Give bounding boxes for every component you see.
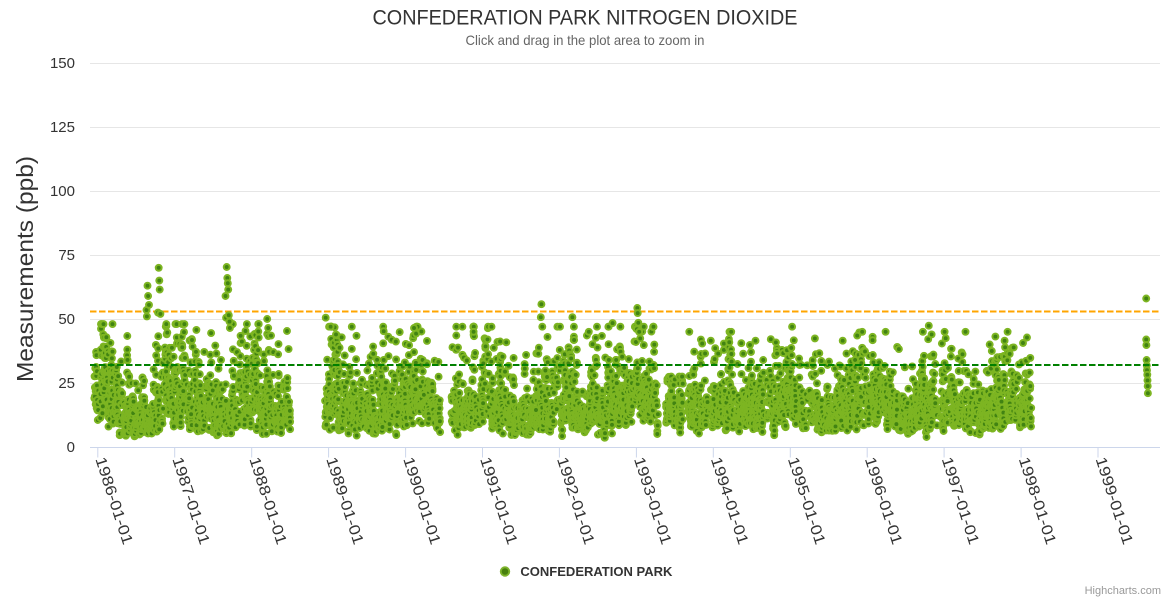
svg-text:CONFEDERATION PARK: CONFEDERATION PARK	[520, 564, 672, 579]
svg-text:50: 50	[58, 311, 75, 328]
svg-text:Click and drag in the plot are: Click and drag in the plot area to zoom …	[466, 32, 705, 48]
svg-text:75: 75	[58, 247, 75, 264]
svg-text:Highcharts.com: Highcharts.com	[1085, 585, 1161, 597]
svg-text:0: 0	[67, 439, 75, 456]
svg-text:100: 100	[50, 183, 75, 200]
svg-text:25: 25	[58, 375, 75, 392]
svg-text:125: 125	[50, 119, 75, 136]
svg-text:150: 150	[50, 55, 75, 72]
svg-text:Measurements (ppb): Measurements (ppb)	[12, 156, 38, 382]
svg-text:CONFEDERATION PARK NITROGEN DI: CONFEDERATION PARK NITROGEN DIOXIDE	[373, 6, 798, 30]
